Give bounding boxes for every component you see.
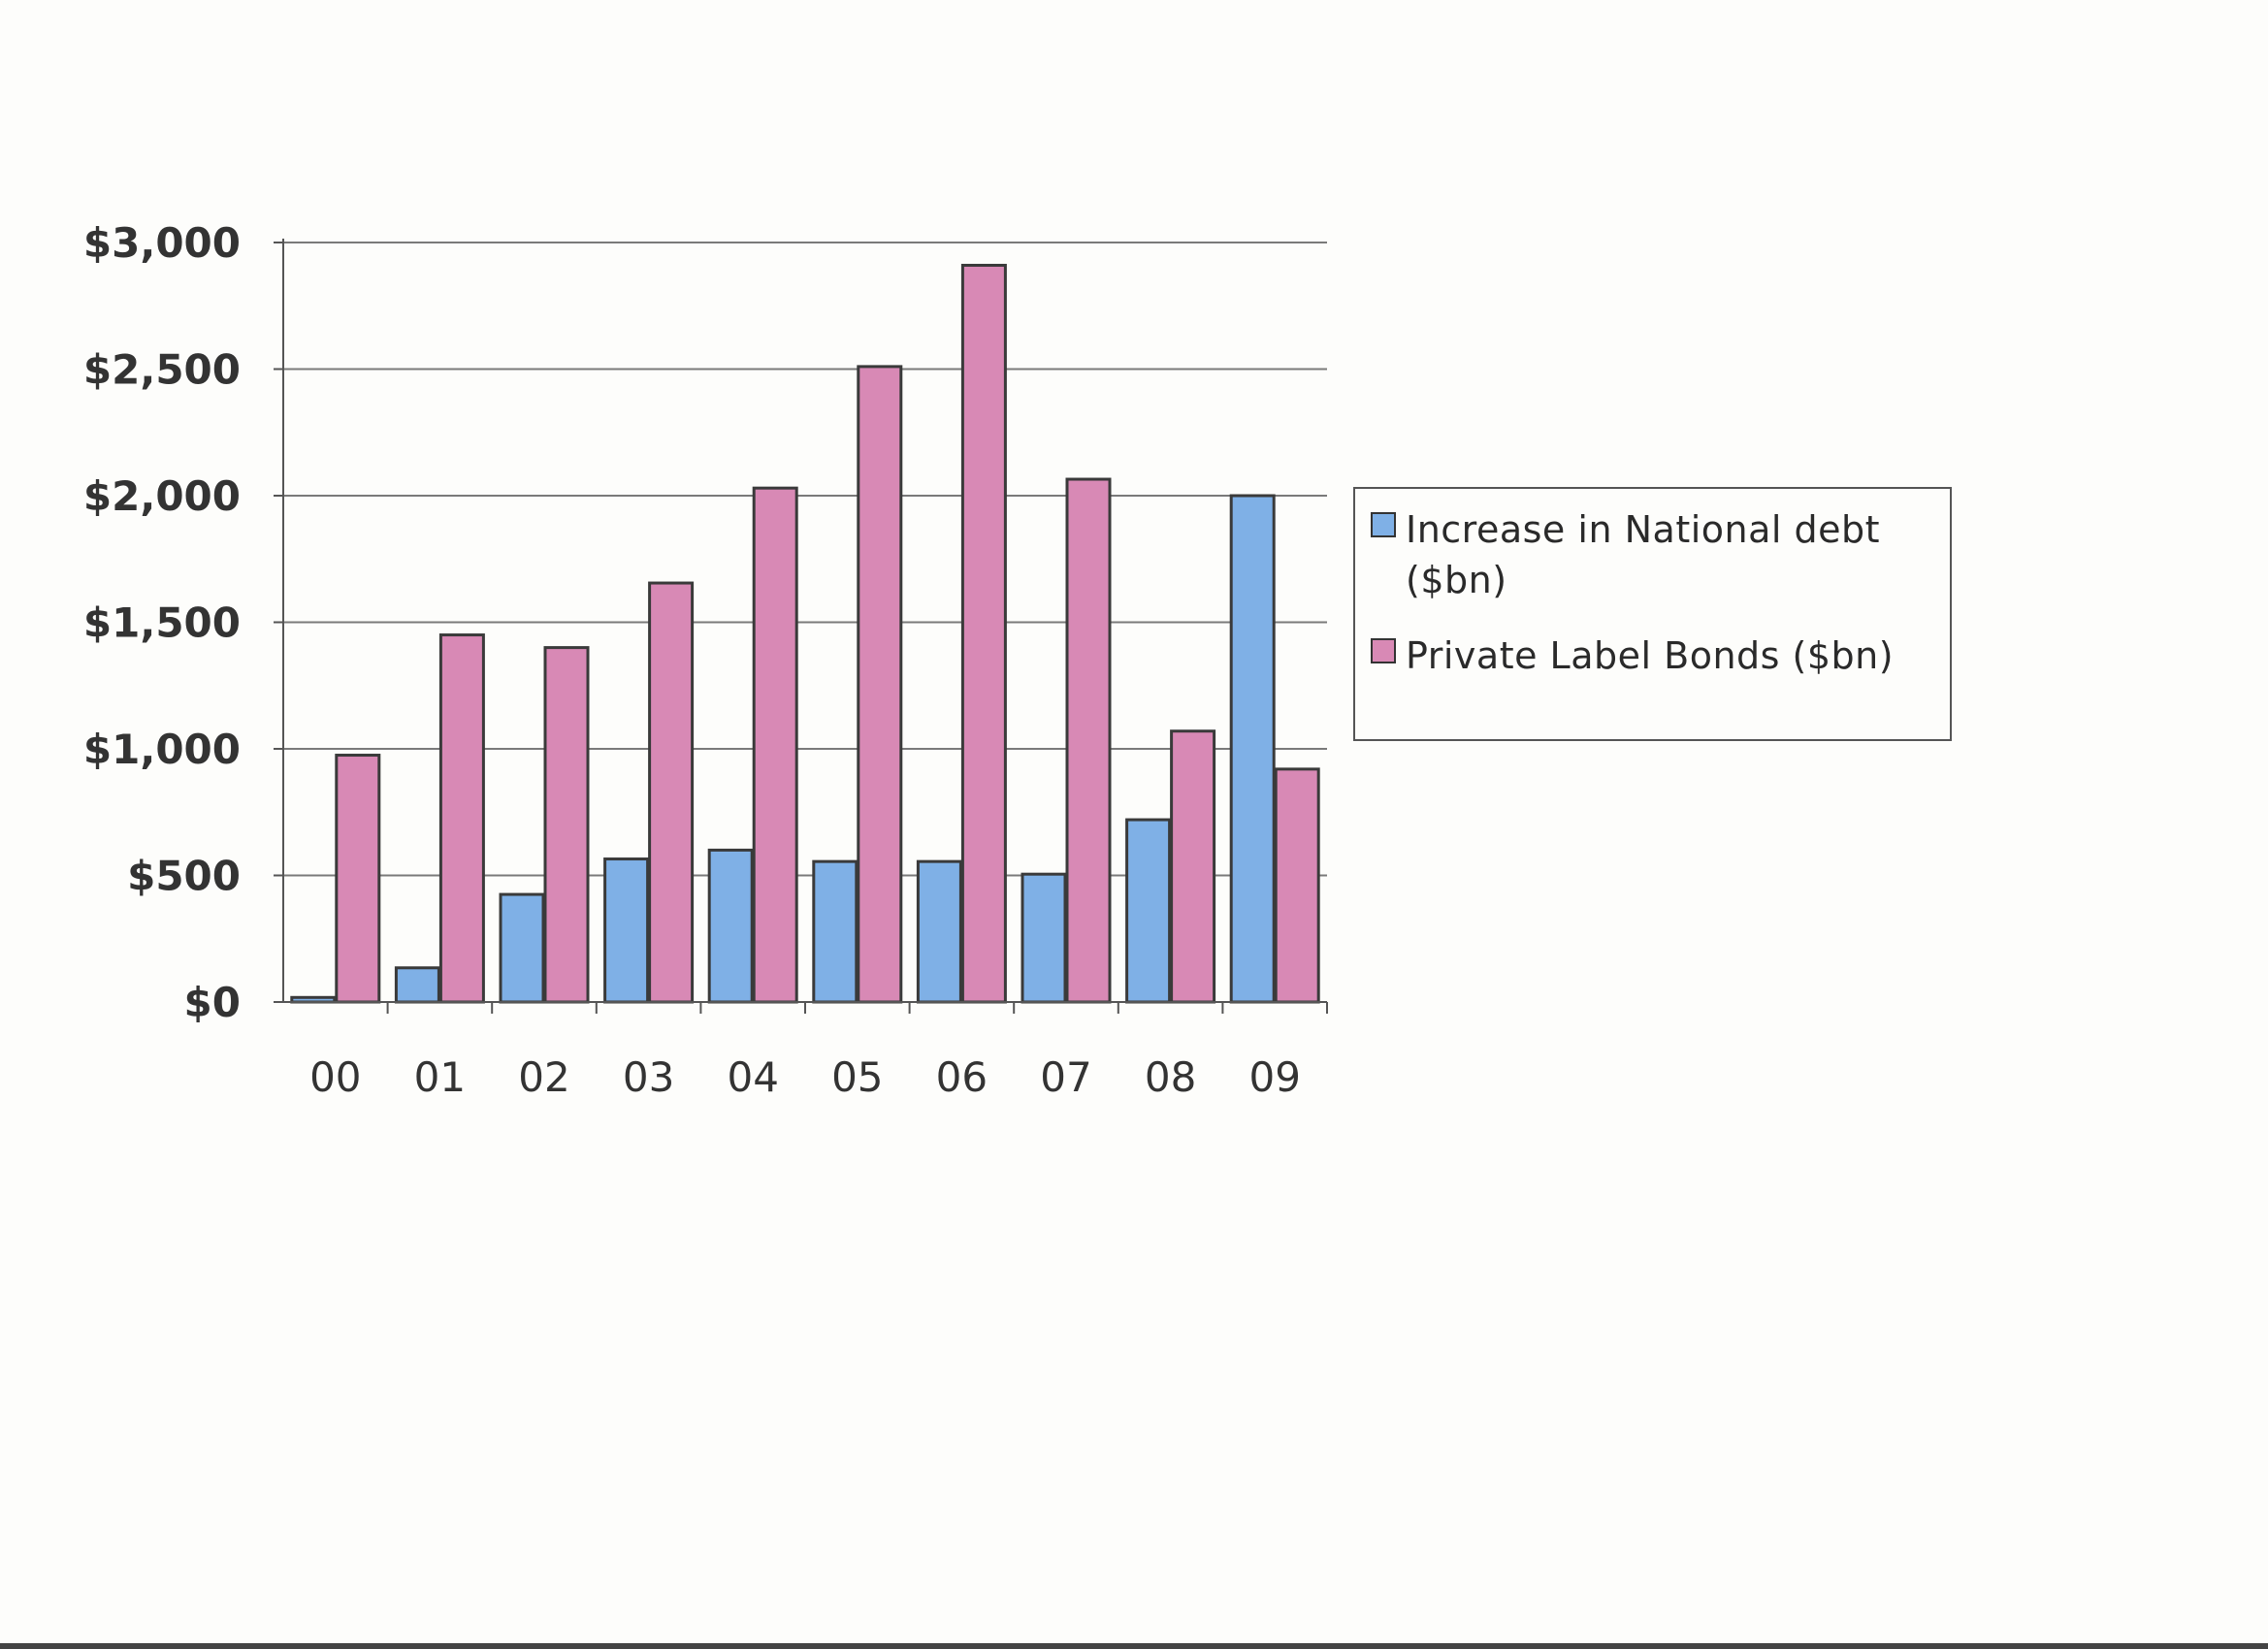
tick-labels: $0 $500 $1,000 $1,500 $2,000 $2,500 $3,000 00 01… [83,219,1301,1101]
bar-national-debt [394,966,440,1004]
bar-national-debt [812,859,859,1004]
bar-private-label-bonds [335,754,381,1004]
bars [290,263,1320,1004]
x-tick-label: 02 [518,1053,569,1101]
x-tick-label: 04 [727,1053,778,1101]
bar-national-debt [916,859,962,1004]
x-tick-label: 05 [831,1053,883,1101]
x-tick-label: 07 [1040,1053,1091,1101]
axes [274,239,1328,1014]
x-tick-label: 01 [414,1053,466,1101]
y-tick-label: $1,500 [83,599,241,647]
bar-private-label-bonds [752,486,798,1004]
bar-national-debt [1229,494,1276,1004]
legend-item-national-debt: Increase in National debt ($bn) [1371,504,1943,605]
bar-national-debt [603,857,650,1004]
bar-private-label-bonds [1065,477,1112,1004]
legend-label-private-label-bonds: Private Label Bonds ($bn) [1406,634,1895,677]
bar-national-debt [707,848,754,1004]
y-tick-label: $0 [184,979,241,1026]
y-tick-label: $2,000 [83,472,241,520]
scan-bottom-edge [0,1643,2268,1649]
bar-private-label-bonds [1274,767,1320,1004]
bar-private-label-bonds [1170,729,1216,1004]
legend-label-national-debt-line2: ($bn) [1406,559,1507,601]
bar-private-label-bonds [960,263,1007,1004]
y-tick-label: $3,000 [83,219,241,267]
bar-private-label-bonds [648,581,695,1004]
bar-national-debt [1125,818,1172,1004]
x-tick-label: 08 [1145,1053,1196,1101]
x-tick-label: 09 [1248,1053,1300,1101]
bar-private-label-bonds [438,633,485,1004]
x-tick-label: 06 [936,1053,988,1101]
legend-swatch-private-label-bonds [1371,638,1396,663]
legend-swatch-national-debt [1371,512,1396,537]
bar-private-label-bonds [543,646,590,1004]
legend-label-national-debt-line1: Increase in National debt [1406,508,1881,551]
y-tick-label: $500 [127,853,241,900]
bar-private-label-bonds [857,365,903,1004]
bar-national-debt [499,892,545,1004]
y-tick-label: $2,500 [83,346,241,394]
legend: Increase in National debt ($bn) Private … [1353,487,1952,741]
legend-label-national-debt: Increase in National debt ($bn) [1406,504,1880,605]
bar-national-debt [1021,872,1067,1004]
legend-item-private-label-bonds: Private Label Bonds ($bn) [1371,630,1943,681]
x-tick-label: 00 [309,1053,361,1101]
y-tick-label: $1,000 [83,726,241,773]
x-tick-label: 03 [623,1053,674,1101]
